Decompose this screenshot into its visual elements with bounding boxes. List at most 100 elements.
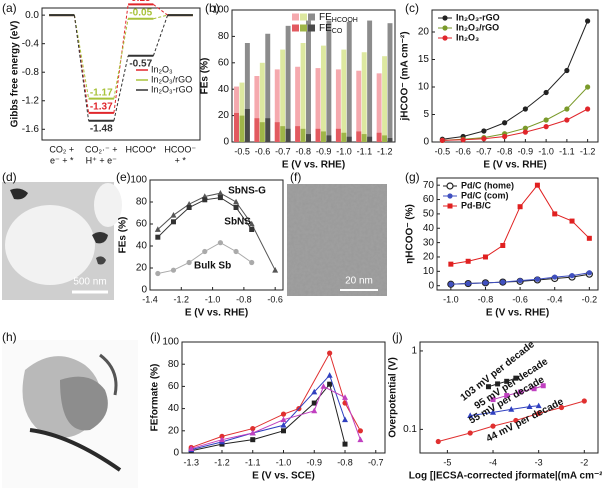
- x-tick-label: -0.9: [518, 146, 534, 156]
- legend-text: FE: [319, 23, 332, 34]
- marker: [465, 258, 471, 264]
- x-tick-label: -0.7: [368, 457, 384, 467]
- legend-label: Pd/C (home): [461, 180, 514, 190]
- x-tick-label: -0.8: [337, 457, 353, 467]
- x-axis-label: E (V vs. RHE): [185, 308, 248, 319]
- y-tick-label: -0.8: [22, 67, 40, 78]
- bar: [382, 56, 388, 143]
- marker: [311, 388, 318, 395]
- bar: [285, 128, 291, 142]
- marker: [218, 436, 225, 443]
- y-tick-label: 80: [218, 31, 230, 42]
- x-tick-label: -4: [489, 457, 497, 467]
- bar: [254, 76, 260, 142]
- marker: [467, 430, 473, 436]
- legend-swatch: [308, 24, 315, 32]
- tem-image-h: [2, 340, 138, 488]
- marker: [188, 445, 195, 451]
- x-tick-label: H⁺ + e⁻: [86, 155, 118, 165]
- y-tick-label: -1.6: [22, 124, 40, 135]
- marker: [495, 381, 501, 387]
- y-tick-label: 80: [168, 359, 180, 370]
- plot-frame: [231, 9, 396, 143]
- bar: [280, 49, 286, 142]
- marker: [217, 240, 224, 246]
- marker: [272, 267, 279, 273]
- marker: [202, 248, 208, 255]
- y-axis-label: FEs (%): [200, 58, 211, 95]
- bar: [326, 20, 332, 143]
- connector: [73, 15, 90, 121]
- marker: [564, 67, 570, 74]
- bar: [356, 70, 362, 142]
- marker: [585, 18, 591, 24]
- marker: [186, 259, 192, 266]
- marker: [446, 182, 454, 190]
- marker: [490, 423, 496, 429]
- y-tick-label: 100: [130, 175, 147, 186]
- chart-line: 0 10 20 30 40 50 60 70 -1.0 -0.8 -0.6 -0.4 -0.2 E (V …: [405, 177, 599, 319]
- y-tick-label: 0: [141, 285, 147, 296]
- series-label: SbNS-G: [228, 186, 266, 197]
- bar: [356, 131, 362, 142]
- marker: [249, 227, 255, 232]
- legend-label: Pd/C (com): [461, 190, 509, 200]
- connector: [113, 18, 129, 99]
- series-label: SbNS: [224, 216, 251, 227]
- bar: [265, 33, 271, 143]
- tem-image-f: [287, 184, 387, 296]
- marker: [439, 137, 445, 143]
- y-tick-label: 70: [423, 180, 435, 191]
- legend-subscript: CO: [332, 28, 343, 35]
- x-tick-label: -0.7: [275, 146, 291, 156]
- chart-line: 0 5 10 15 20 -0.5 -0.6 -0.7 -0.8 -0.9 -1.0 -1.1 -1.2…: [400, 9, 599, 171]
- marker: [326, 372, 333, 378]
- bar: [295, 126, 301, 142]
- marker: [540, 383, 546, 389]
- y-tick-label: 60: [136, 219, 148, 230]
- marker: [502, 120, 508, 126]
- x-tick-label: HCOO⁻: [164, 144, 196, 154]
- legend-label: Pd-B/C: [461, 200, 491, 210]
- marker: [543, 117, 549, 123]
- y-tick-label: 20: [168, 425, 180, 436]
- y-tick-label: 30: [423, 237, 435, 248]
- marker: [543, 89, 549, 96]
- marker: [447, 203, 453, 209]
- chart-line: 0 20 40 60 80 100 -1.4 -1.2 -1.0 -0.8 -0.6 E (V vs.…: [118, 175, 284, 319]
- marker: [536, 410, 542, 416]
- panel-label: (i): [150, 330, 161, 344]
- x-axis-label: E (V vs. RHE): [282, 160, 345, 171]
- x-tick-label: -0.2: [582, 294, 598, 304]
- y-tick-label: 20: [423, 252, 435, 263]
- marker: [513, 417, 519, 424]
- marker: [508, 406, 515, 412]
- y-tick-label: 60: [218, 57, 230, 68]
- bar: [300, 128, 306, 142]
- panel-label: (f): [290, 170, 301, 184]
- bar: [306, 134, 311, 142]
- marker: [250, 437, 256, 443]
- x-tick-label: HCOO*: [125, 144, 156, 154]
- x-tick-label: -0.4: [547, 294, 563, 304]
- x-tick-label: -0.5: [234, 146, 250, 156]
- x-axis-label: E (V vs. RHE): [483, 160, 546, 171]
- bar: [382, 135, 388, 142]
- marker: [217, 195, 223, 201]
- marker: [517, 204, 523, 210]
- marker: [442, 25, 448, 31]
- bar: [244, 109, 250, 142]
- bar: [295, 66, 301, 142]
- bar: [306, 20, 311, 143]
- y-axis-label: Overpotential (V): [388, 357, 399, 438]
- series-line: [157, 192, 276, 271]
- bar: [346, 21, 352, 143]
- x-tick-label: -0.5: [435, 146, 451, 156]
- bar: [326, 135, 332, 142]
- marker: [280, 411, 287, 417]
- x-tick-label: -0.9: [316, 146, 332, 156]
- marker: [585, 84, 591, 90]
- legend-label: In₂O₃/rGO: [151, 74, 192, 84]
- marker: [357, 428, 363, 434]
- marker: [248, 220, 255, 227]
